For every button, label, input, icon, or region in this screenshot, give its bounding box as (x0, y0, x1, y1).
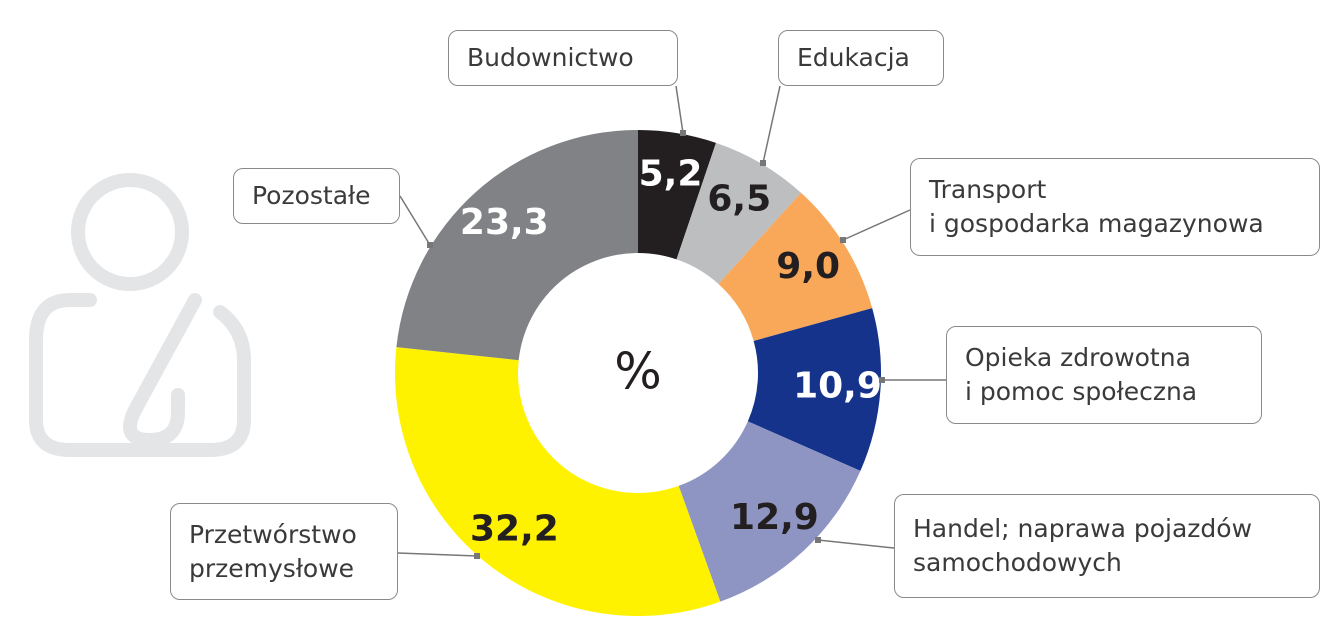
leader-dot (815, 537, 821, 543)
donut-slice (638, 130, 716, 260)
leader-line (842, 209, 911, 241)
category-label: Budownictwo (448, 30, 678, 86)
data-label: 23,3 (460, 202, 549, 243)
data-label: 32,2 (470, 508, 559, 549)
leader-line (762, 85, 781, 164)
leader-dot (879, 377, 885, 383)
category-label: Handel; naprawa pojazdów samochodowych (894, 494, 1320, 598)
leader-dot (427, 242, 433, 248)
person-icon (29, 173, 251, 457)
data-label: 10,9 (793, 365, 882, 406)
data-label: 12,9 (730, 497, 819, 538)
donut-slice (678, 421, 861, 602)
data-label: 5,2 (639, 154, 703, 195)
donut-slice (747, 308, 881, 471)
leader-dot (474, 553, 480, 559)
donut-slice (676, 142, 801, 284)
leader-line (675, 85, 684, 134)
leader-dot (760, 160, 766, 166)
leader-line (817, 539, 895, 549)
leader-line (397, 552, 478, 557)
donut-slice (395, 347, 721, 616)
donut-slice (718, 192, 873, 341)
leader-line (399, 195, 431, 246)
category-label: Przetwórstwo przemysłowe (170, 503, 398, 600)
category-label: Edukacja (778, 30, 944, 86)
donut-slice (396, 130, 638, 361)
category-label: Opieka zdrowotna i pomoc społeczna (946, 326, 1262, 424)
category-label: Transport i gospodarka magazynowa (910, 158, 1320, 256)
leader-dot (680, 130, 686, 136)
category-label: Pozostałe (233, 168, 400, 224)
leader-dot (840, 237, 846, 243)
data-label: 6,5 (707, 179, 771, 220)
data-label: 9,0 (776, 246, 840, 287)
center-label: % (614, 343, 662, 401)
